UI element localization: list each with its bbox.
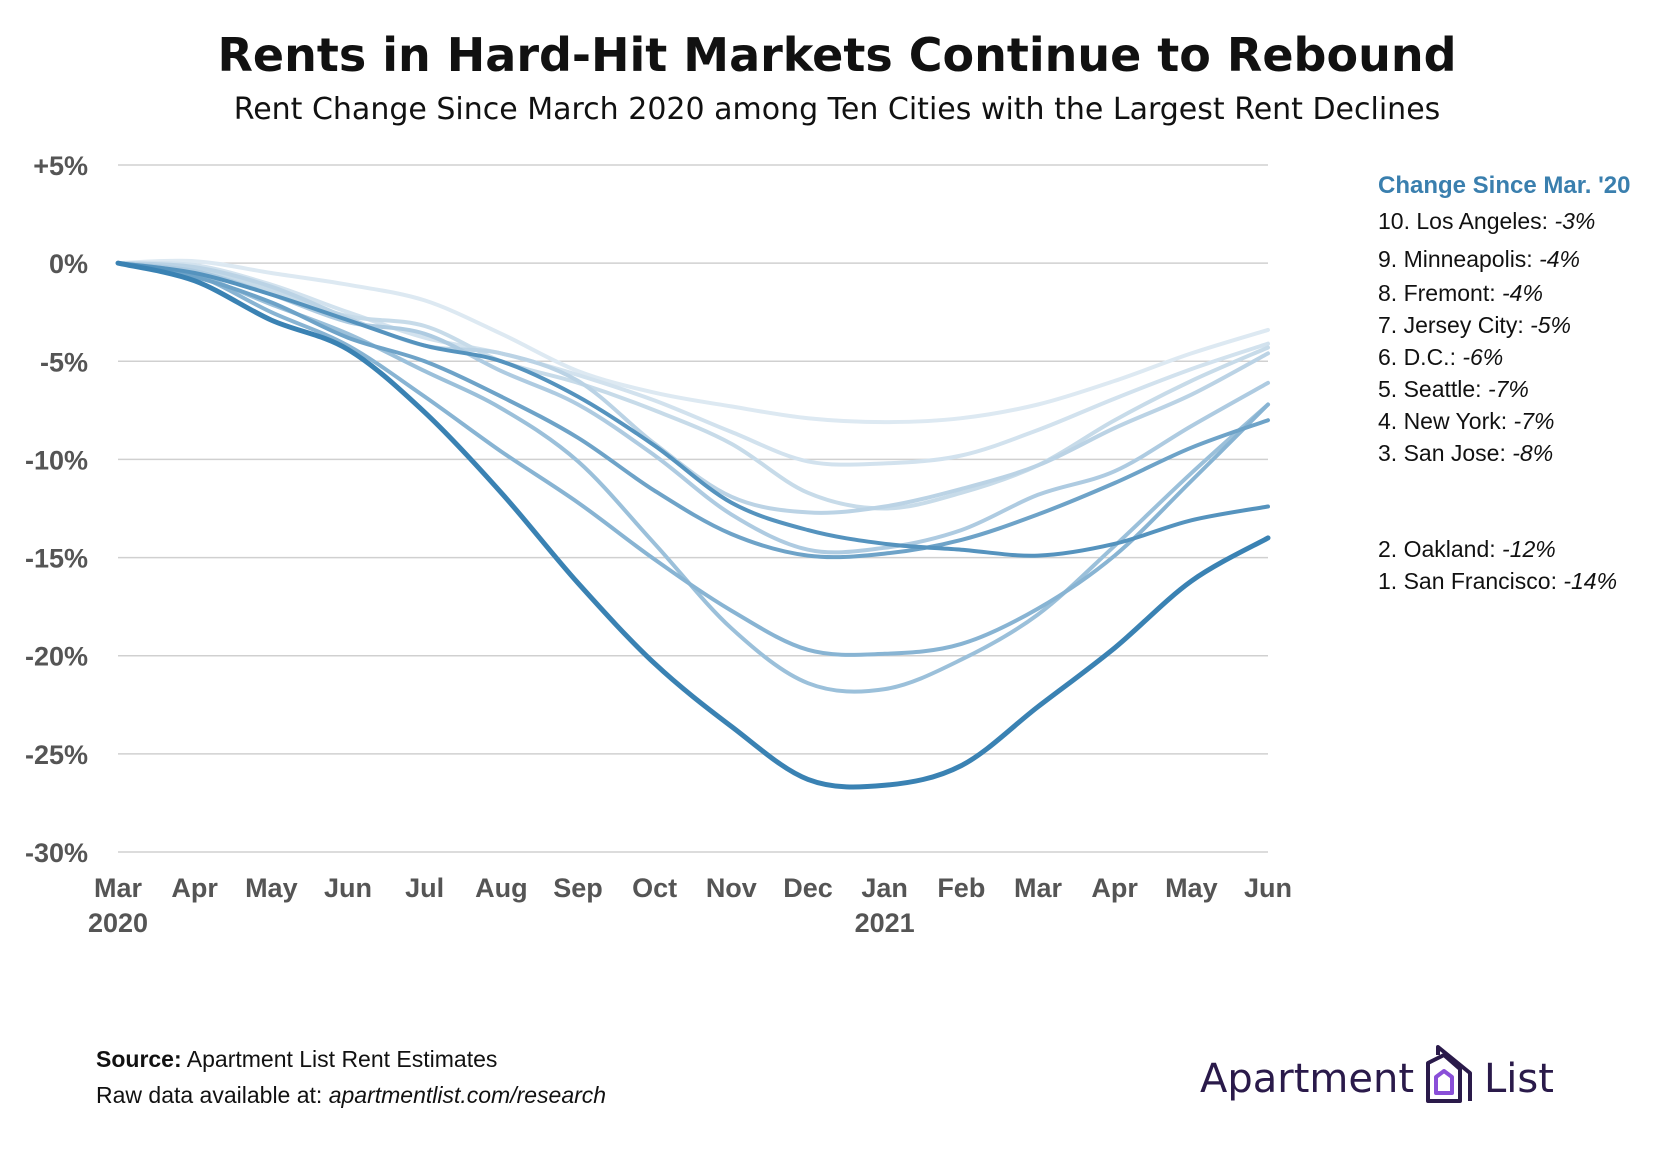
y-tick-label: -15%: [25, 544, 88, 574]
series-lines: [115, 258, 1271, 790]
chart-subtitle: Rent Change Since March 2020 among Ten C…: [233, 92, 1441, 127]
legend-item-san-jose: 3. San Jose: -8%: [1378, 440, 1553, 467]
y-tick-label: -10%: [25, 445, 88, 475]
y-tick-label: -20%: [25, 642, 88, 672]
x-tick-label: Jun: [1244, 873, 1292, 903]
legend-item-seattle: 5. Seattle: -7%: [1378, 376, 1529, 403]
source-note: Source: Apartment List Rent Estimates: [96, 1046, 497, 1073]
series-line-los-angeles: [116, 258, 1270, 425]
legend-label: 10. Los Angeles:: [1378, 208, 1549, 234]
raw-data-label: Raw data available at:: [96, 1082, 323, 1108]
x-tick-label: Apr: [1091, 873, 1138, 903]
legend-item-minneapolis: 9. Minneapolis: -4%: [1378, 246, 1580, 273]
legend-item-oakland: 2. Oakland: -12%: [1378, 536, 1556, 563]
apartment-list-logo: Apartment List: [1200, 1044, 1554, 1114]
x-tick-label: Dec: [783, 873, 833, 903]
legend-value: -4%: [1539, 246, 1580, 272]
x-tick-label: Mar: [94, 873, 143, 903]
x-axis-ticks: Mar Apr May Jun Jul Aug Sep Oct Nov Dec Jan Feb Mar A…: [88, 873, 1292, 938]
series-line-d-c: [116, 261, 1270, 555]
series-line-san-francisco: [115, 260, 1271, 790]
legend-item-fremont: 8. Fremont: -4%: [1378, 280, 1543, 307]
legend-value: -3%: [1554, 208, 1596, 234]
legend-label: 3. San Jose:: [1378, 440, 1506, 466]
source-text: Apartment List Rent Estimates: [186, 1046, 498, 1072]
raw-data-note: Raw data available at: apartmentlist.com…: [96, 1082, 606, 1109]
series-line-san-jose: [116, 261, 1270, 560]
raw-data-url[interactable]: apartmentlist.com/research: [328, 1082, 607, 1108]
x-year-label: 2020: [88, 908, 148, 938]
legend-label: 5. Seattle:: [1378, 376, 1482, 402]
legend-item-los-angeles: 10. Los Angeles: -3%: [1378, 208, 1595, 235]
y-axis-ticks: +5% 0% -5% -10% -15% -20% -25% -30%: [25, 151, 88, 868]
legend-value: -6%: [1462, 344, 1504, 370]
gridlines: [118, 164, 1268, 853]
logo-text-right: List: [1484, 1056, 1554, 1102]
source-label: Source:: [96, 1046, 182, 1072]
legend-value: -4%: [1502, 280, 1543, 306]
legend-item-dc: 6. D.C.: -6%: [1378, 344, 1503, 371]
x-tick-label: May: [245, 873, 298, 903]
x-tick-label: Feb: [937, 873, 985, 903]
legend-label: 2. Oakland:: [1378, 536, 1496, 562]
legend-label: 9. Minneapolis:: [1378, 246, 1533, 272]
x-tick-label: Apr: [171, 873, 218, 903]
y-tick-label: -25%: [25, 740, 88, 770]
legend-title: Change Since Mar. '20: [1378, 172, 1631, 199]
x-year-label: 2021: [855, 908, 915, 938]
legend-label: 7. Jersey City:: [1378, 312, 1524, 338]
series-line-seattle: [116, 261, 1270, 694]
legend-item-new-york: 4. New York: -7%: [1378, 408, 1554, 435]
legend-item-jersey-city: 7. Jersey City: -5%: [1378, 312, 1571, 339]
x-tick-label: Nov: [706, 873, 757, 903]
x-tick-label: Sep: [553, 873, 603, 903]
y-tick-label: -30%: [25, 838, 88, 868]
legend-value: -14%: [1563, 568, 1618, 594]
legend-label: 8. Fremont:: [1378, 280, 1496, 306]
x-tick-label: Oct: [632, 873, 677, 903]
logo-text-left: Apartment: [1200, 1056, 1415, 1102]
legend-label: 1. San Francisco:: [1378, 568, 1557, 594]
series-line-oakland: [116, 261, 1270, 558]
legend-value: -7%: [1513, 408, 1555, 434]
legend-value: -5%: [1530, 312, 1572, 338]
legend-label: 6. D.C.:: [1378, 344, 1456, 370]
x-tick-label: May: [1165, 873, 1218, 903]
series-line-minneapolis: [116, 260, 1270, 467]
x-tick-label: Aug: [475, 873, 527, 903]
series-line-new-york: [116, 261, 1270, 657]
x-tick-label: Mar: [1014, 873, 1063, 903]
legend-value: -12%: [1502, 536, 1556, 562]
x-tick-label: Jul: [405, 873, 444, 903]
legend-value: -8%: [1512, 440, 1554, 466]
y-tick-label: 0%: [49, 249, 88, 279]
y-tick-label: +5%: [33, 151, 88, 181]
building-icon: [1424, 1043, 1474, 1115]
x-tick-label: Jun: [324, 873, 372, 903]
legend-item-san-francisco: 1. San Francisco: -14%: [1378, 568, 1617, 595]
legend-label: 4. New York:: [1378, 408, 1508, 434]
legend-value: -7%: [1487, 376, 1529, 402]
y-tick-label: -5%: [40, 347, 88, 377]
x-tick-label: Jan: [861, 873, 908, 903]
chart-title: Rents in Hard-Hit Markets Continue to Re…: [217, 28, 1457, 82]
